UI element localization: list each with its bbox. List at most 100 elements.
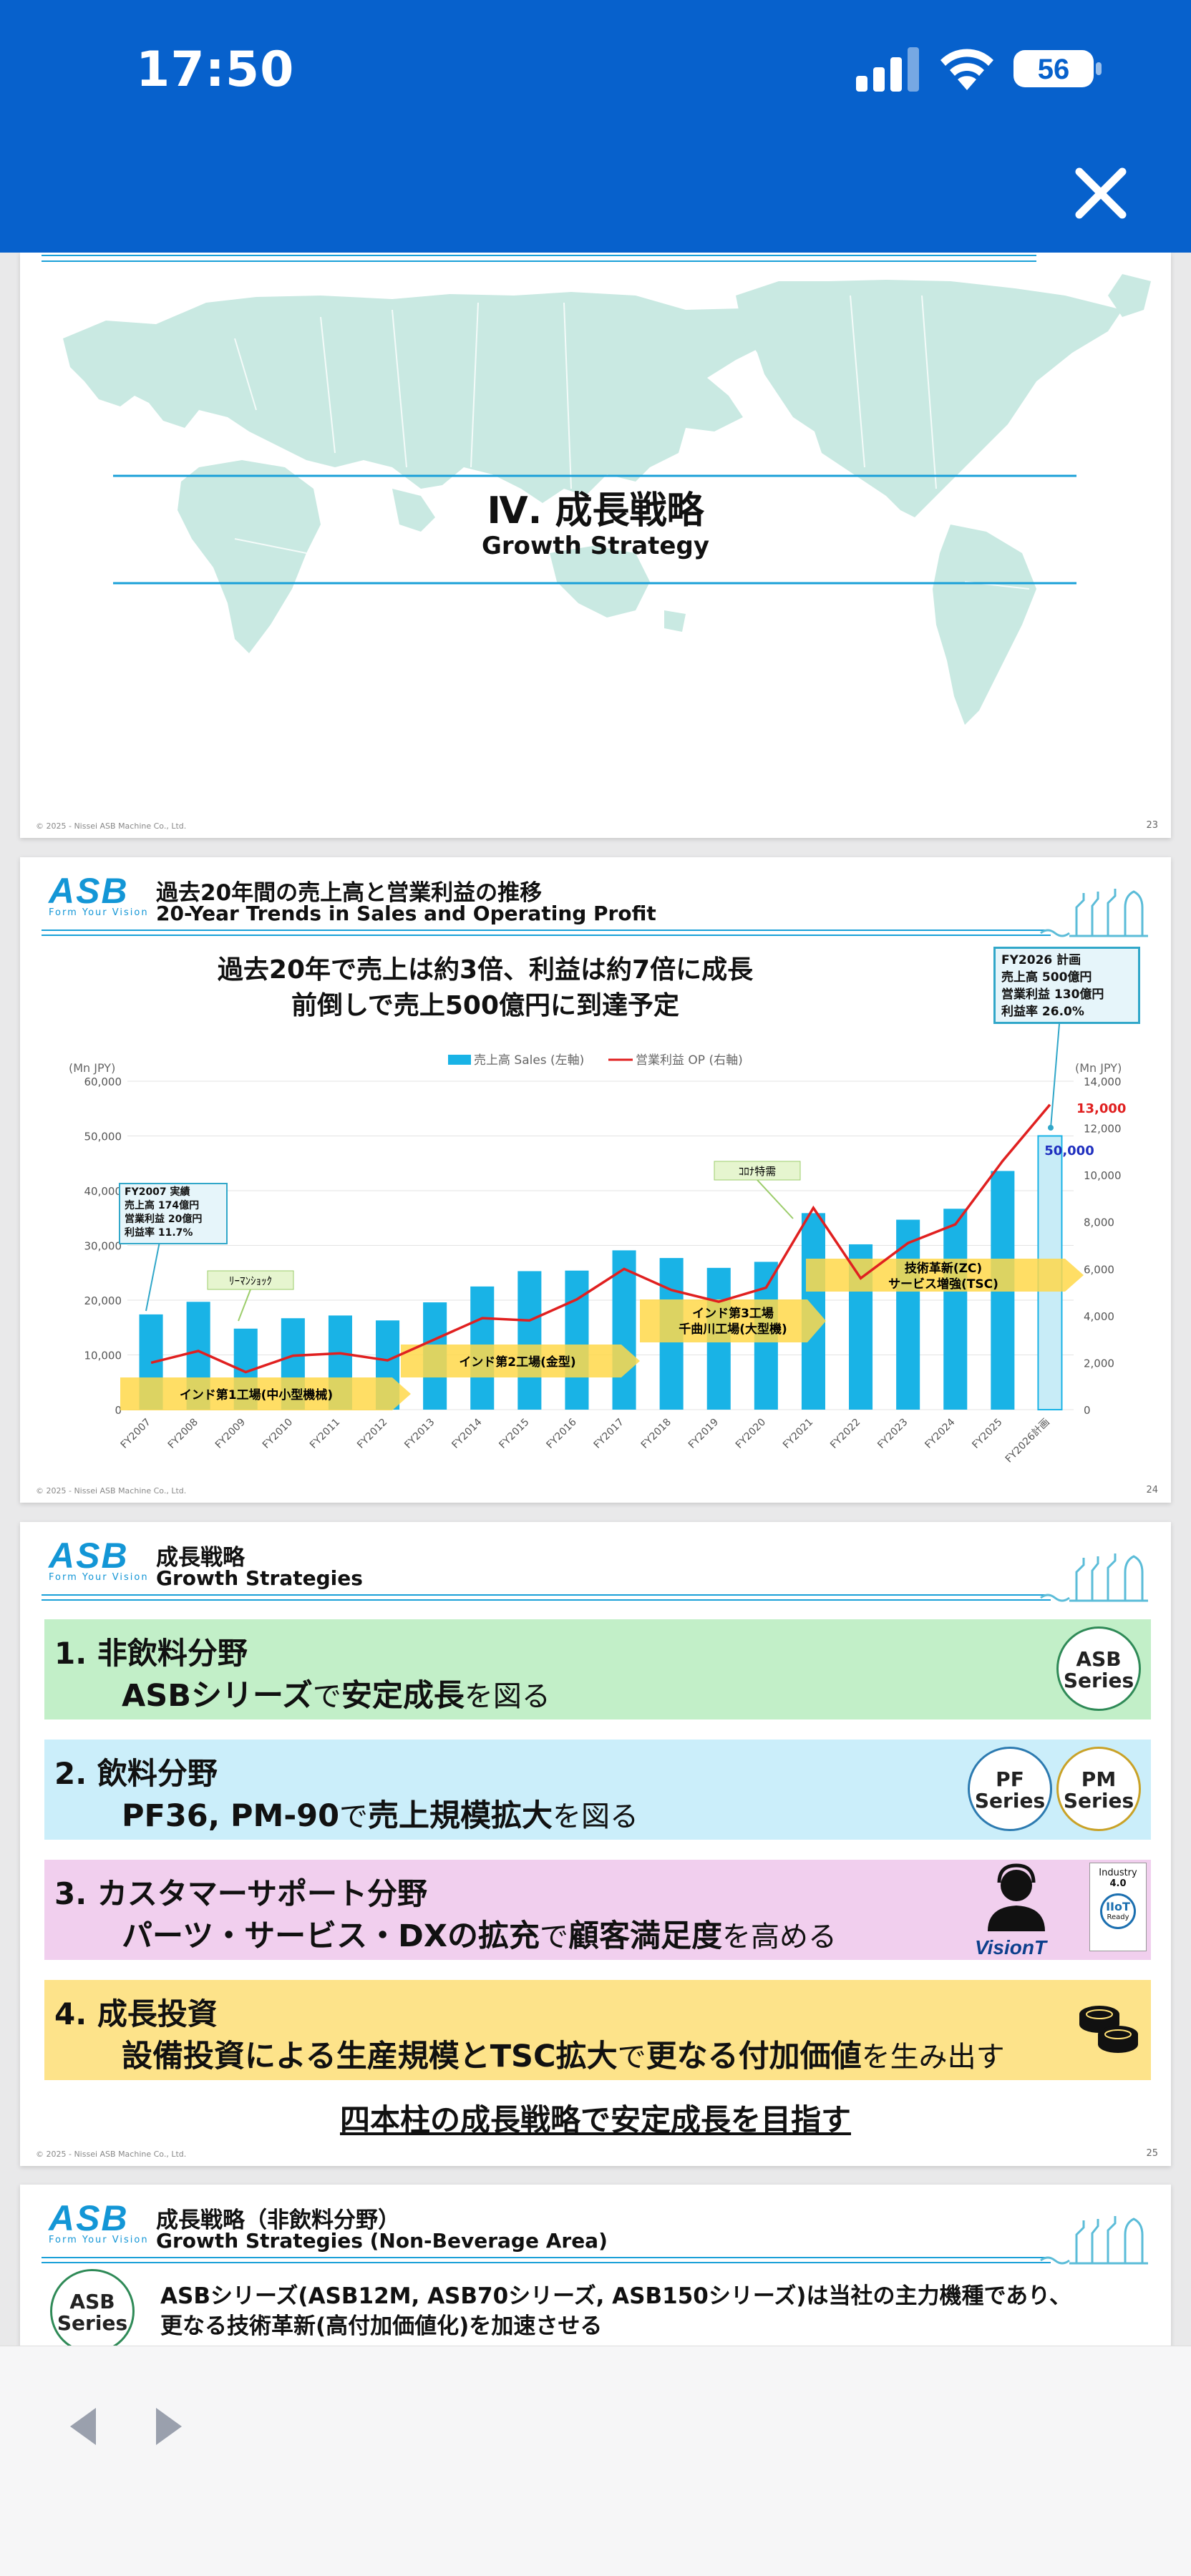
- sales-bar: [565, 1270, 589, 1410]
- left-tick-label: 10,000: [84, 1350, 122, 1362]
- lehman-callout: [207, 1270, 294, 1290]
- legend-op-label: 営業利益 OP (右軸): [636, 1053, 743, 1068]
- slide-23-title-jp: Ⅳ. 成長戦略: [487, 489, 704, 532]
- arrow-label-tsc: サービス増強(TSC): [888, 1277, 998, 1292]
- x-tick-label: FY2010: [261, 1417, 295, 1451]
- sales-bar: [943, 1209, 968, 1410]
- pf-series-badge: PF Series: [968, 1747, 1052, 1831]
- x-tick-label: FY2012: [355, 1417, 389, 1451]
- battery-icon: 56: [1013, 50, 1102, 87]
- bottom-toolbar: [0, 2346, 1191, 2576]
- svg-text:ﾘｰﾏﾝｼｮｯｸ: ﾘｰﾏﾝｼｮｯｸ: [229, 1274, 272, 1287]
- x-tick-label: FY2026計画: [1003, 1417, 1052, 1465]
- copyright: © 2025 - Nissei ASB Machine Co., Ltd.: [36, 821, 187, 831]
- x-tick-label: FY2025: [970, 1417, 1004, 1451]
- x-tick-label: FY2008: [166, 1417, 200, 1451]
- slide-25-header-en: Growth Strategies: [156, 1566, 363, 1590]
- close-icon: [1075, 167, 1127, 219]
- strategy-conclusion: 四本柱の成長戦略で安定成長を目指す: [339, 2102, 851, 2137]
- x-tick-label: FY2024: [923, 1416, 957, 1450]
- svg-text:ｺﾛﾅ特需: ｺﾛﾅ特需: [739, 1165, 777, 1178]
- battery-level: 56: [1038, 54, 1070, 85]
- right-axis-label: (Mn JPY): [1075, 1061, 1122, 1075]
- right-tick-label: 12,000: [1084, 1123, 1122, 1136]
- right-tick-label: 10,000: [1084, 1169, 1122, 1182]
- sales-bar: [896, 1219, 920, 1410]
- arrow-label-zc: 技術革新(ZC): [905, 1261, 982, 1276]
- sales-profit-chart: 売上高 Sales (左軸) 営業利益 OP (右軸) (Mn JPY) (Mn…: [69, 1023, 1126, 1465]
- header-rule: [42, 930, 1051, 936]
- copyright: © 2025 - Nissei ASB Machine Co., Ltd.: [36, 1486, 187, 1496]
- strategy-item-2: 2. 飲料分野 PF36, PM-90で売上規模拡大を図る PF Series P…: [44, 1740, 1151, 1840]
- slide-25: ASB Form Your Vision 成長戦略 Growth Strateg…: [20, 1522, 1171, 2166]
- left-tick-label: 20,000: [84, 1294, 122, 1307]
- chart-headline-1: 過去20年で売上は約3倍、利益は約7倍に成長: [217, 955, 754, 985]
- x-tick-label: FY2019: [686, 1417, 721, 1451]
- top-bar: 17:50 56: [0, 0, 1191, 253]
- right-tick-label: 2,000: [1084, 1357, 1114, 1370]
- left-tick-label: 50,000: [84, 1131, 122, 1143]
- slide-26-body-2: 更なる技術革新(高付加価値化)を加速させる: [160, 2313, 603, 2339]
- fy2007-actual-box: FY2007 実績 売上高 174億円 営業利益 20億円 利益率 11.7%: [119, 1183, 228, 1244]
- covid-callout: [714, 1161, 801, 1181]
- asb-logo: ASB Form Your Vision: [49, 2198, 149, 2245]
- fy2026-plan-box: FY2026 計画 売上高 500億円 営業利益 130億円 利益率 26.0%: [993, 947, 1140, 1024]
- x-tick-label: FY2023: [875, 1417, 910, 1451]
- status-time: 17:50: [136, 42, 295, 98]
- copyright: © 2025 - Nissei ASB Machine Co., Ltd.: [36, 2150, 187, 2159]
- slide-25-header-jp: 成長戦略: [156, 1545, 245, 1571]
- x-tick-label: FY2011: [308, 1417, 342, 1451]
- arrow-india-plant-2: [401, 1345, 640, 1377]
- bottle-deco-icon: [1040, 2216, 1148, 2265]
- right-tick-label: 8,000: [1084, 1216, 1114, 1229]
- left-tick-label: 30,000: [84, 1240, 122, 1253]
- forward-button[interactable]: [152, 2404, 186, 2449]
- sales-2026-label: 50,000: [1044, 1143, 1094, 1158]
- right-tick-label: 4,000: [1084, 1310, 1114, 1323]
- slide-23: Ⅳ. 成長戦略 Growth Strategy © 2025 - Nissei …: [20, 253, 1171, 838]
- page-number: 24: [1146, 1485, 1158, 1496]
- asb-logo: ASB Form Your Vision: [49, 1536, 149, 1583]
- x-tick-label: FY2020: [734, 1417, 768, 1451]
- slide-26-body-1: ASBシリーズ(ASB12M, ASB70シリーズ, ASB150シリーズ)は当…: [160, 2283, 1071, 2309]
- right-tick-label: 6,000: [1084, 1263, 1114, 1276]
- strategy-item-1: 1. 非飲料分野 ASBシリーズで安定成長を図る ASB Series: [44, 1619, 1151, 1719]
- x-tick-label: FY2007: [119, 1417, 153, 1451]
- slide-26-header-jp: 成長戦略（非飲料分野）: [156, 2207, 400, 2233]
- right-tick-label: 0: [1084, 1404, 1091, 1417]
- arrow-label-india-2: インド第2工場(金型): [459, 1355, 575, 1370]
- asb-logo: ASB Form Your Vision: [49, 871, 149, 918]
- chart-headline-2: 前倒しで売上500億円に到達予定: [291, 991, 680, 1020]
- x-tick-label: FY2022: [828, 1417, 862, 1451]
- page-number: 25: [1146, 2148, 1158, 2159]
- left-tick-label: 40,000: [84, 1185, 122, 1198]
- slide-24: ASB Form Your Vision 過去20年間の売上高と営業利益の推移 …: [20, 857, 1171, 1503]
- back-button[interactable]: [66, 2404, 100, 2449]
- x-tick-label: FY2009: [213, 1417, 248, 1451]
- cellular-signal-icon: [856, 47, 919, 92]
- document-viewer[interactable]: Ⅳ. 成長戦略 Growth Strategy © 2025 - Nissei …: [0, 253, 1191, 2346]
- sales-bar: [517, 1271, 542, 1410]
- right-tick-label: 14,000: [1084, 1075, 1122, 1088]
- arrow-label-chikuma: 千曲川工場(大型機): [679, 1322, 787, 1337]
- arrow-india-plant-3: [640, 1299, 826, 1342]
- x-tick-label: FY2021: [781, 1417, 815, 1451]
- left-axis-label: (Mn JPY): [69, 1061, 115, 1075]
- left-tick-label: 0: [115, 1404, 122, 1417]
- strategy-item-4: 4. 成長投資 設備投資による生産規模とTSC拡大で更なる付加価値を生み出す: [44, 1980, 1151, 2080]
- arrow-label-india-1: インド第1工場(中小型機械): [180, 1387, 333, 1402]
- bottle-deco-icon: [1040, 889, 1148, 937]
- slide-23-title-en: Growth Strategy: [481, 532, 709, 560]
- asb-series-badge: ASB Series: [50, 2269, 135, 2346]
- slide-24-header-jp: 過去20年間の売上高と営業利益の推移: [156, 880, 543, 906]
- world-map-graphic: [42, 255, 1151, 725]
- slide-26: ASB Form Your Vision 成長戦略（非飲料分野） Growth …: [20, 2185, 1171, 2346]
- arrow-india-plant-1: [120, 1377, 411, 1410]
- slide-24-header-en: 20-Year Trends in Sales and Operating Pr…: [156, 902, 656, 925]
- legend-sales-label: 売上高 Sales (左軸): [474, 1053, 584, 1068]
- pm-series-badge: PM Series: [1056, 1747, 1141, 1831]
- x-tick-label: FY2016: [545, 1416, 579, 1450]
- left-tick-label: 60,000: [84, 1075, 122, 1088]
- x-tick-label: FY2018: [639, 1417, 674, 1451]
- close-button[interactable]: [1066, 159, 1135, 228]
